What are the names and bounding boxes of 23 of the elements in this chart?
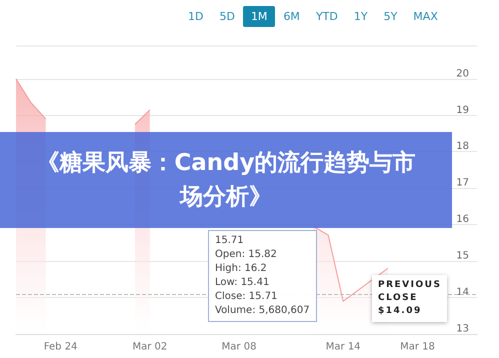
text: 6M [282, 9, 301, 25]
y-tick-label: 16 [456, 214, 469, 226]
text: 1Y [352, 9, 369, 25]
x-tick-label: Mar 14 [326, 342, 361, 352]
text: YTD [314, 9, 339, 25]
ref-line-label: PREVIOUS CLOSE $14.09 [372, 275, 448, 322]
text: 5D [218, 9, 236, 25]
y-tick-label: 13 [456, 324, 469, 334]
text: 5Y [382, 9, 398, 25]
text: MAX [412, 9, 439, 25]
x-tick-label: Mar 08 [222, 342, 256, 352]
y-tick-label: 18 [456, 141, 469, 152]
y-tick-label: 20 [456, 68, 469, 80]
text: 1D [187, 9, 204, 25]
annotation: 15.71 Open: 15.82 High: 16.2 Low: 15.41 Close: 15.71 Volume: 5,680,607 [208, 230, 317, 322]
x-tick-label: Mar 18 [400, 342, 435, 352]
text: 《糖果风暴：Candy的流行趋势与市场分析》 [0, 132, 452, 228]
text: 1M [242, 6, 276, 27]
y-tick-label: 15 [456, 250, 469, 262]
y-tick-label: 19 [456, 104, 469, 116]
x-tick-label: Feb 24 [44, 342, 78, 352]
y-tick-label: 17 [456, 178, 469, 189]
x-tick-label: Mar 02 [132, 342, 168, 352]
